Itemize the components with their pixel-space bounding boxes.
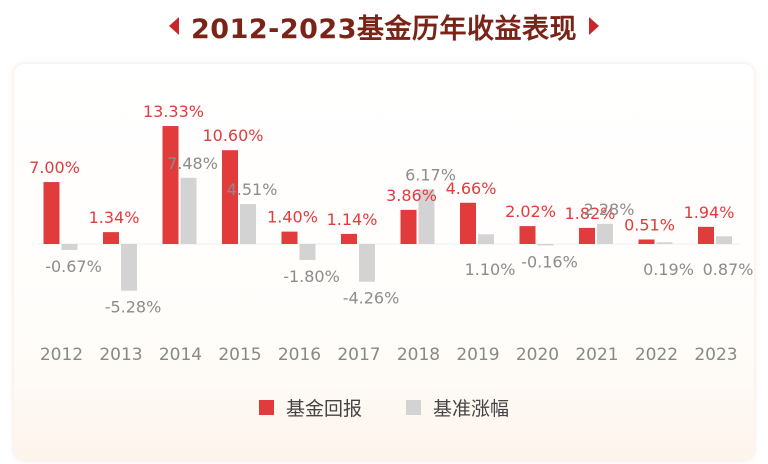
x-tick-label: 2019: [456, 345, 499, 365]
fund-bar: [43, 182, 60, 244]
x-tick-label: 2022: [635, 345, 678, 365]
fund-data-label: 0.51%: [624, 215, 675, 234]
x-tick-label: 2023: [694, 345, 737, 365]
fund-bar: [638, 239, 655, 244]
fund-bar: [162, 126, 179, 244]
x-tick-label: 2017: [337, 345, 380, 365]
x-tick-label: 2014: [159, 345, 202, 365]
legend-item-fund: 基金回报: [258, 394, 362, 421]
fund-bar: [281, 231, 298, 244]
benchmark-bar: [537, 244, 554, 246]
left-triangle-icon: [169, 17, 179, 35]
benchmark-data-label: 6.17%: [405, 165, 456, 184]
fund-data-label: 13.33%: [143, 102, 204, 121]
benchmark-bar: [180, 177, 197, 244]
fund-bar: [460, 202, 476, 244]
fund-data-label: 2.02%: [505, 202, 556, 221]
chart-title-row: 2012-2023基金历年收益表现: [0, 0, 768, 52]
x-tick-label: 2018: [397, 345, 440, 365]
benchmark-data-label: 7.48%: [167, 154, 218, 173]
benchmark-bar: [716, 236, 732, 244]
benchmark-bar: [656, 242, 673, 244]
legend-label-fund: 基金回报: [285, 397, 362, 420]
fund-bar: [222, 150, 238, 244]
fund-data-label: 4.66%: [446, 179, 497, 198]
chart-title: 2012-2023基金历年收益表现: [191, 13, 577, 45]
fund-data-label: 10.60%: [202, 126, 263, 145]
benchmark-data-label: -0.67%: [45, 257, 102, 276]
fund-bar: [341, 233, 357, 244]
benchmark-data-label: -5.28%: [105, 298, 162, 317]
benchmark-bar: [478, 234, 494, 244]
fund-data-label: 1.94%: [684, 203, 735, 222]
benchmark-bar: [418, 189, 435, 244]
benchmark-data-label: -1.80%: [283, 267, 340, 286]
legend-swatch-benchmark: [406, 399, 421, 415]
right-triangle-icon: [589, 17, 599, 35]
fund-data-label: 1.14%: [327, 210, 378, 229]
legend-item-benchmark: 基准涨幅: [406, 394, 509, 421]
fund-data-label: 1.82%: [565, 204, 616, 223]
fund-data-label: 3.86%: [386, 186, 437, 205]
benchmark-bar: [61, 244, 78, 250]
x-tick-label: 2020: [516, 345, 559, 365]
x-tick-label: 2021: [575, 345, 618, 365]
legend-label-benchmark: 基准涨幅: [433, 397, 510, 420]
benchmark-data-label: 1.10%: [465, 260, 516, 279]
benchmark-data-label: -4.26%: [343, 289, 400, 308]
legend-swatch-fund: [258, 399, 274, 415]
x-tick-label: 2015: [218, 345, 261, 365]
x-tick-label: 2012: [40, 345, 83, 365]
x-tick-label: 2016: [278, 345, 321, 365]
fund-bar: [698, 226, 714, 244]
benchmark-bar: [597, 223, 613, 244]
fund-data-label: 1.34%: [89, 208, 140, 227]
benchmark-bar: [359, 244, 375, 282]
legend: 基金回报 基准涨幅: [0, 392, 768, 422]
fund-bar: [103, 232, 119, 244]
x-tick-label: 2013: [99, 345, 142, 365]
benchmark-data-label: 0.87%: [703, 260, 754, 279]
benchmark-data-label: 0.19%: [643, 260, 694, 279]
benchmark-bar: [299, 244, 316, 260]
chart-card: [14, 64, 754, 460]
benchmark-data-label: -0.16%: [521, 252, 578, 271]
benchmark-data-label: 4.51%: [227, 180, 278, 199]
fund-data-label: 1.40%: [267, 208, 318, 227]
fund-data-label: 7.00%: [29, 158, 80, 177]
fund-bar: [400, 209, 417, 244]
benchmark-data-label: 2.28%: [584, 200, 635, 219]
benchmark-bar: [121, 244, 137, 291]
fund-bar: [579, 227, 595, 244]
benchmark-bar: [240, 204, 256, 244]
fund-bar: [519, 226, 536, 244]
